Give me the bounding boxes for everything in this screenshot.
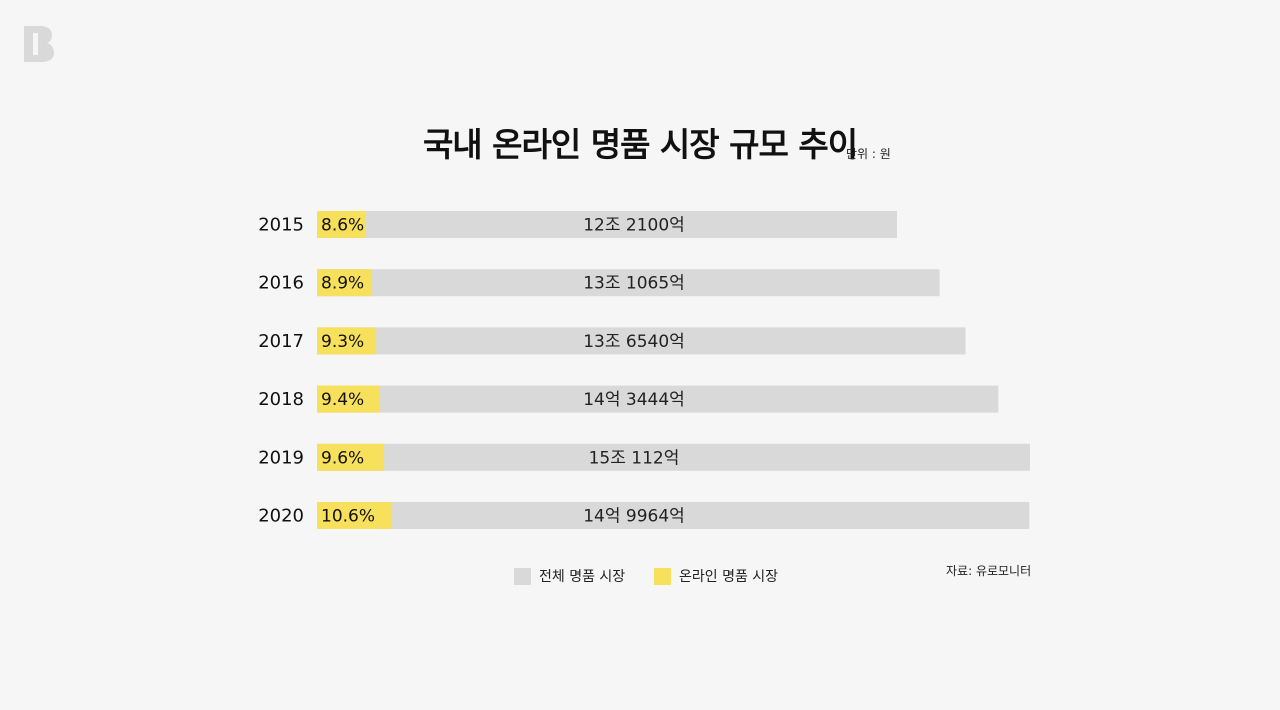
total-value-label: 14억 9964억 <box>583 507 685 527</box>
source-label: 자료: 유로모니터 <box>946 564 1032 578</box>
total-value-label: 13조 6540억 <box>583 332 685 352</box>
total-value-label: 12조 2100억 <box>583 216 685 236</box>
online-share-label: 9.3% <box>321 332 364 352</box>
bar-total <box>317 211 897 238</box>
b-logo-icon <box>24 26 54 62</box>
total-value-label: 15조 112억 <box>589 448 680 468</box>
year-label: 2016 <box>258 273 304 294</box>
online-share-label: 9.4% <box>321 390 364 410</box>
year-label: 2019 <box>258 447 304 468</box>
year-label: 2017 <box>258 331 304 352</box>
bar-online <box>317 443 385 471</box>
bar-total <box>317 502 1030 529</box>
legend-label-total: 전체 명품 시장 <box>539 569 626 585</box>
online-share-label: 10.6% <box>321 507 375 527</box>
legend-swatch-total <box>514 567 531 585</box>
online-share-label: 9.6% <box>321 448 364 468</box>
bar-total <box>317 385 999 413</box>
legend-label-online: 온라인 명품 시장 <box>679 569 779 585</box>
legend-item-total: 전체 명품 시장 <box>514 566 625 586</box>
total-value-label: 14억 3444억 <box>583 390 685 410</box>
bar-online <box>317 211 366 238</box>
bar-online <box>317 385 380 413</box>
chart-title-wrap: 국내 온라인 명품 시장 규모 추이 <box>0 118 1280 166</box>
bar-total <box>317 443 1030 471</box>
bar-online <box>317 269 372 297</box>
year-label: 2020 <box>258 506 304 527</box>
year-label: 2015 <box>258 215 304 236</box>
bar-online <box>317 502 391 529</box>
bar-total <box>317 269 940 297</box>
online-share-label: 8.9% <box>321 274 364 294</box>
chart-title: 국내 온라인 명품 시장 규모 추이 <box>422 125 858 164</box>
year-label: 2018 <box>258 389 304 410</box>
total-value-label: 13조 1065억 <box>583 274 685 294</box>
bar-online <box>317 327 377 355</box>
bar-total <box>317 327 966 355</box>
legend-item-online: 온라인 명품 시장 <box>654 566 778 586</box>
online-share-label: 8.6% <box>321 216 364 236</box>
legend-swatch-online <box>654 567 671 585</box>
unit-label: 단위 : 원 <box>846 147 891 161</box>
